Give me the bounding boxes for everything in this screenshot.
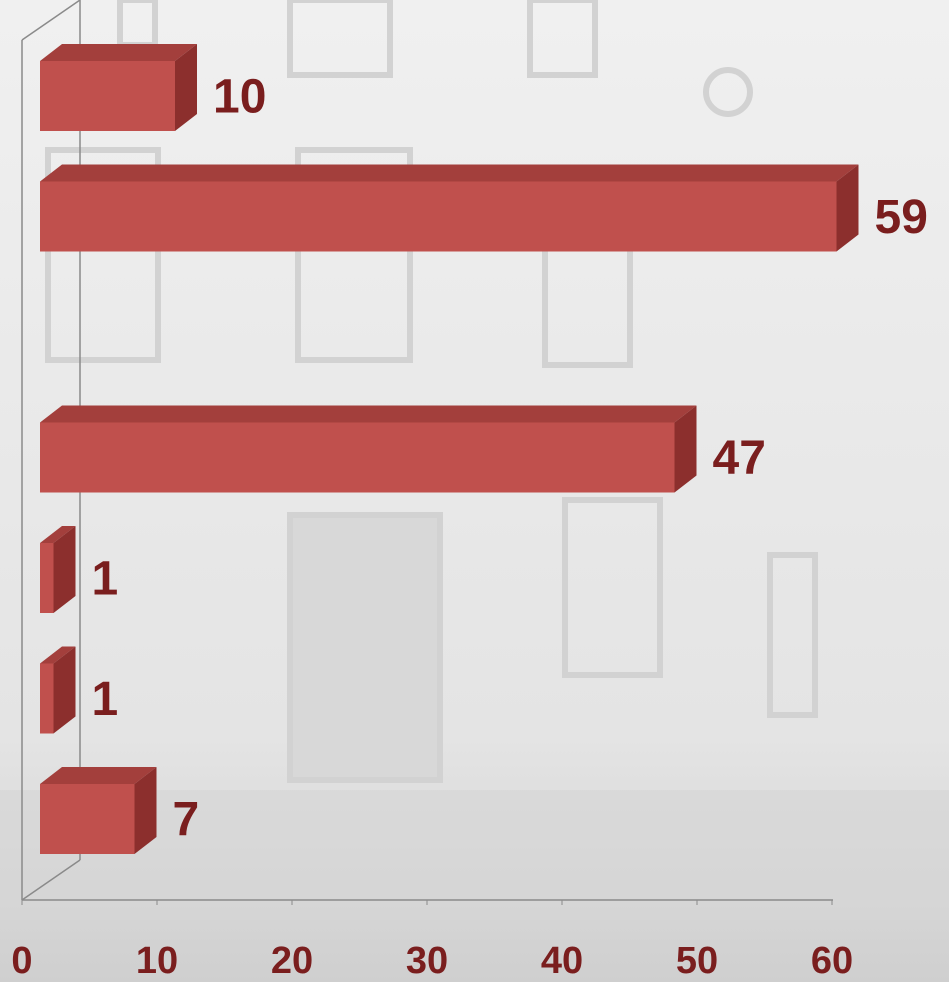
bar-top: [40, 767, 157, 784]
data-label: 7: [173, 794, 200, 847]
bar: [40, 422, 675, 493]
background-photo: [45, 0, 818, 783]
bar-top: [40, 164, 859, 182]
bar-side: [53, 526, 76, 613]
plot: 0 10 20 30 40 50 60 10 59 47 1 1 7: [11, 44, 928, 982]
bar-side: [53, 646, 76, 734]
x-tick-label: 30: [406, 940, 448, 982]
x-tick-label: 20: [271, 940, 313, 982]
bar-top: [40, 526, 76, 543]
bar-side: [175, 44, 197, 131]
bar: [40, 181, 837, 252]
data-label: 59: [875, 191, 928, 244]
x-tick-label: 10: [136, 940, 178, 982]
data-label: 10: [213, 71, 266, 124]
bar-top: [40, 44, 197, 61]
background-stairs: [0, 790, 949, 920]
x-tick-label: 60: [811, 940, 853, 982]
bar-side: [134, 767, 157, 854]
bar-side: [836, 164, 859, 252]
bar: [40, 663, 54, 734]
bar: [40, 61, 175, 131]
x-tick-label: 0: [11, 940, 32, 982]
data-label: 47: [713, 432, 766, 485]
bar-top: [40, 646, 76, 664]
bar: [40, 543, 54, 613]
x-tick-label: 40: [541, 940, 583, 982]
bar: [40, 784, 135, 854]
bar-top: [40, 405, 697, 423]
data-label: 1: [92, 673, 119, 726]
data-label: 1: [92, 553, 119, 606]
bar-side: [674, 405, 697, 493]
x-tick-label: 50: [676, 940, 718, 982]
